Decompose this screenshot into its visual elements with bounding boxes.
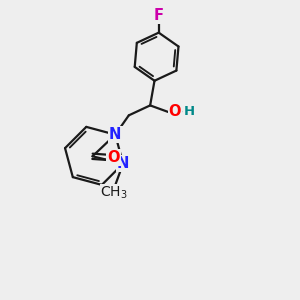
Text: F: F [154,8,164,23]
Text: O: O [107,150,120,165]
Text: N: N [109,127,122,142]
Text: O: O [169,104,181,119]
Text: N: N [117,156,129,171]
Text: CH$_3$: CH$_3$ [100,184,128,201]
Text: H: H [184,105,195,118]
